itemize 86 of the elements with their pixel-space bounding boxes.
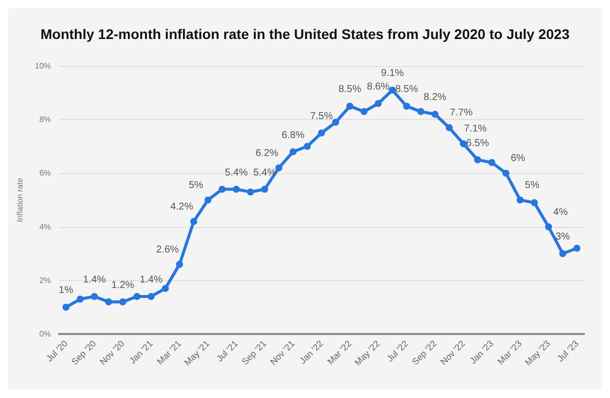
y-tick-label: 6%: [39, 168, 51, 178]
point: [346, 102, 354, 110]
x-tick-label: May '21: [182, 338, 212, 368]
x-tick-label: Jan '21: [127, 338, 155, 366]
data-label: 5%: [524, 180, 540, 191]
x-tick-label: Jul '23: [555, 338, 580, 364]
point: [62, 304, 70, 311]
point: [530, 199, 538, 206]
x-tick-label: Jul '20: [44, 338, 70, 364]
x-tick-label: Mar '23: [496, 338, 524, 367]
y-tick-label: 4%: [39, 222, 51, 232]
point: [431, 110, 438, 118]
chart-title: Monthly 12-month inflation rate in the United States from July 2020 to July 2023: [40, 26, 570, 42]
x-tick-label: Sep '22: [410, 338, 439, 367]
x-tick-label: Jul '22: [384, 338, 410, 364]
data-label: 7.1%: [464, 124, 487, 135]
point: [374, 100, 382, 108]
point: [573, 244, 580, 252]
point: [190, 218, 198, 225]
point: [446, 124, 453, 132]
data-label: 8.6%: [366, 82, 390, 93]
data-label: 8.5%: [338, 84, 362, 96]
data-label: 8.2%: [424, 92, 446, 104]
point: [559, 250, 566, 258]
point: [90, 292, 98, 300]
y-tick-label: 0%: [39, 330, 51, 338]
data-label: 4%: [553, 206, 568, 218]
point: [417, 108, 424, 116]
point: [360, 108, 368, 116]
x-tick-label: Nov '22: [438, 338, 467, 367]
data-label: 8.5%: [395, 84, 418, 96]
data-label: 4.2%: [170, 201, 194, 212]
data-label: 6.8%: [282, 130, 305, 141]
point: [218, 186, 226, 193]
y-axis-title: Inflation rate: [16, 177, 24, 222]
x-tick-label: May '23: [522, 338, 552, 368]
point: [247, 188, 254, 196]
data-label: 1.4%: [140, 274, 163, 286]
point: [460, 140, 467, 148]
x-tick-label: Nov '20: [98, 338, 126, 367]
data-label: 9.1%: [381, 68, 404, 80]
point: [403, 102, 410, 110]
point: [474, 156, 482, 164]
y-tick-label: 2%: [39, 276, 51, 285]
point: [176, 260, 184, 268]
point: [290, 148, 297, 156]
data-label: 7.7%: [450, 108, 473, 119]
point: [516, 196, 524, 204]
data-label: 7.5%: [310, 111, 333, 122]
point: [261, 186, 268, 193]
point: [232, 186, 240, 193]
data-label: 6%: [510, 153, 526, 164]
point: [502, 170, 510, 177]
x-tick-label: Sep '20: [70, 338, 98, 367]
x-tick-label: May '22: [352, 338, 382, 368]
x-tick-label: Mar '21: [155, 338, 184, 367]
data-label: 5.4%: [224, 167, 248, 178]
data-label: 6.5%: [466, 138, 490, 149]
data-label: 6.2%: [255, 148, 278, 159]
point: [76, 296, 84, 303]
data-label: 5%: [188, 180, 204, 191]
point: [488, 158, 496, 166]
data-label: 1%: [58, 285, 74, 296]
x-tick-label: Jan '22: [298, 338, 325, 366]
point: [545, 223, 552, 230]
y-tick-label: 8%: [39, 115, 51, 124]
x-tick-label: Jul '21: [214, 338, 240, 364]
point: [119, 298, 126, 306]
data-label: 1.2%: [111, 280, 134, 291]
x-tick-label: Jan '23: [468, 338, 496, 366]
point: [204, 196, 212, 204]
x-tick-label: Mar '22: [325, 338, 354, 367]
point: [133, 292, 140, 300]
point: [332, 118, 340, 126]
point: [148, 292, 155, 300]
data-label: 3%: [555, 232, 570, 243]
point: [275, 164, 282, 172]
y-tick-label: 10%: [34, 62, 51, 70]
point: [162, 284, 169, 292]
point: [318, 130, 325, 136]
x-tick-label: Nov '21: [268, 338, 297, 367]
data-label: 1.4%: [82, 274, 106, 286]
point: [304, 142, 311, 150]
point: [105, 298, 112, 306]
data-label: 2.6%: [156, 244, 180, 256]
x-tick-label: Sep '21: [240, 338, 268, 367]
